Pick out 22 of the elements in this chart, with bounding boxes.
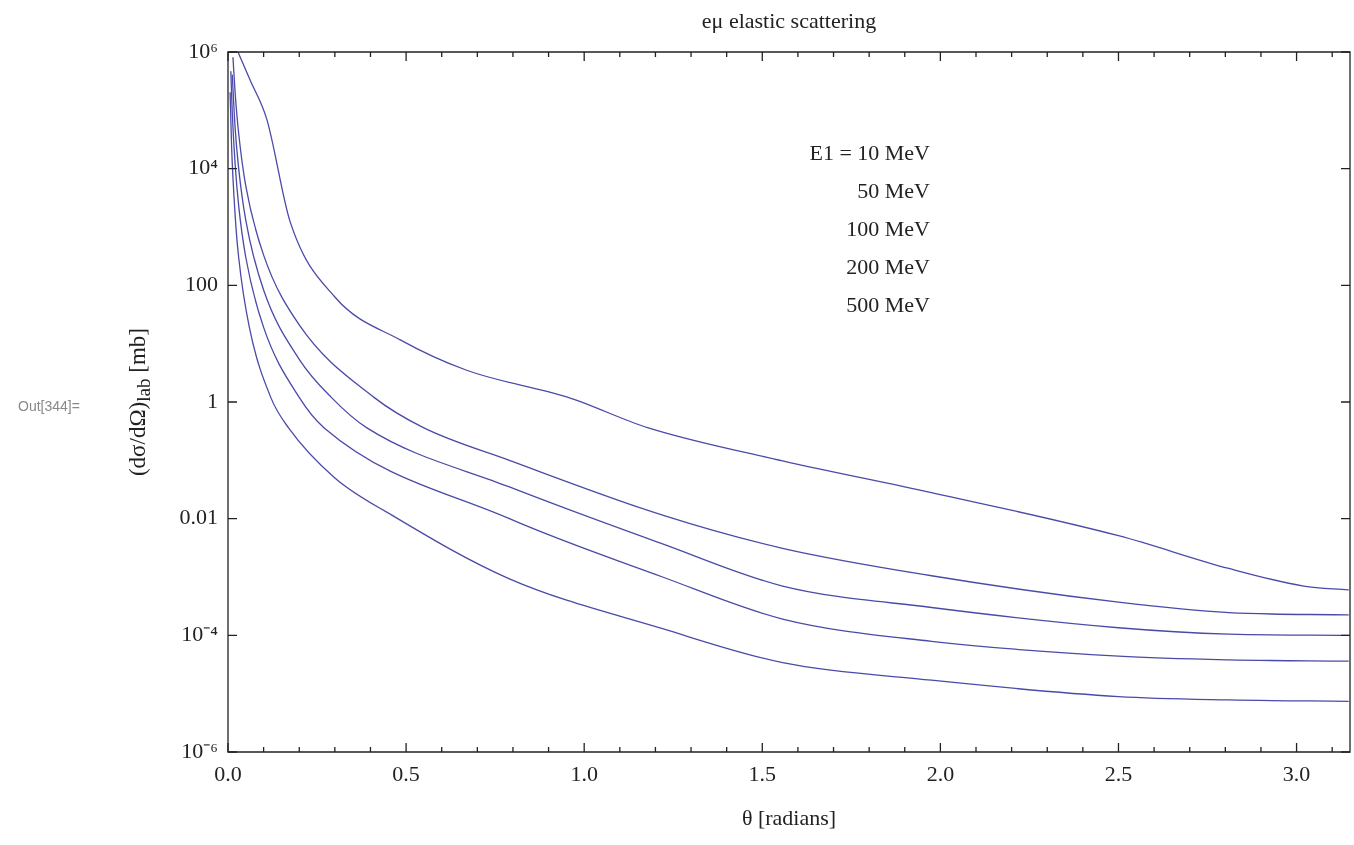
annotation: E1 = 10 MeV — [809, 140, 930, 166]
x-tick-label: 0.0 — [214, 760, 242, 786]
annotation: 500 MeV — [846, 292, 930, 318]
x-tick-label: 1.5 — [748, 760, 777, 786]
text: Out[344]= — [18, 398, 80, 414]
x-tick-label: 3.0 — [1282, 760, 1311, 786]
annotation: 200 MeV — [846, 254, 930, 280]
y-tick-label: 10⁴ — [188, 154, 219, 180]
y-tick-label: 10⁻⁴ — [181, 621, 219, 647]
y-tick-label: 0.01 — [179, 504, 218, 530]
y-tick-label: 10⁻⁶ — [181, 737, 218, 763]
y-tick-label: 100 — [185, 271, 218, 297]
x-tick-label: 2.5 — [1104, 760, 1133, 786]
x-tick-label: 1.0 — [570, 760, 598, 786]
x-tick-label: 0.5 — [392, 760, 420, 786]
y-tick-label: 1 — [207, 387, 218, 413]
y-tick-label: 10⁶ — [188, 37, 218, 63]
x-tick-label: 2.0 — [926, 760, 955, 786]
annotation: 100 MeV — [846, 216, 930, 242]
x-axis-title: θ [radians] — [741, 805, 837, 831]
annotation: 50 MeV — [857, 178, 930, 204]
chart-title: eμ elastic scattering — [701, 8, 877, 34]
